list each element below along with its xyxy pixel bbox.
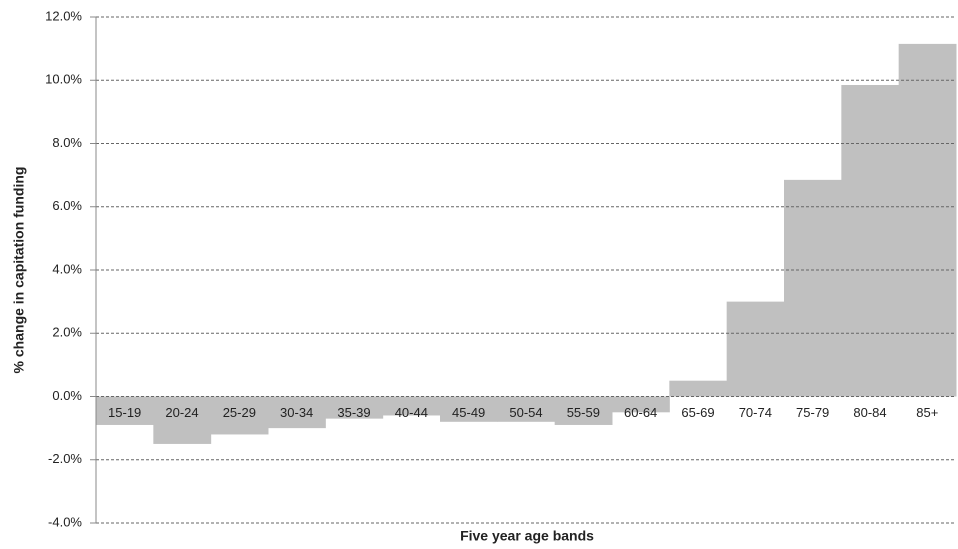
- x-tick-label: 35-39: [337, 405, 370, 420]
- bar: [554, 396, 613, 425]
- y-tick-label: -4.0%: [48, 514, 82, 529]
- y-tick-label: 12.0%: [45, 8, 82, 23]
- x-tick-label: 65-69: [681, 405, 714, 420]
- bar: [841, 84, 900, 397]
- bar: [726, 301, 785, 397]
- x-tick-label: 45-49: [452, 405, 485, 420]
- x-tick-label: 15-19: [108, 405, 141, 420]
- bar: [898, 43, 957, 397]
- bar: [325, 396, 384, 419]
- x-axis-title: Five year age bands: [460, 528, 594, 544]
- y-tick-label: 6.0%: [52, 198, 82, 213]
- y-tick-label: 8.0%: [52, 135, 82, 150]
- x-tick-label: 80-84: [853, 405, 886, 420]
- x-tick-label: 55-59: [567, 405, 600, 420]
- y-tick-label: 4.0%: [52, 261, 82, 276]
- bars: [96, 43, 957, 444]
- x-tick-label: 70-74: [739, 405, 772, 420]
- grid: [90, 16, 956, 524]
- y-axis-title: % change in capitation funding: [11, 167, 27, 374]
- bar: [153, 396, 212, 444]
- x-tick-label: 50-54: [509, 405, 542, 420]
- bar: [440, 396, 498, 422]
- x-tick-label: 20-24: [165, 405, 198, 420]
- x-tick-label: 85+: [916, 405, 938, 420]
- bar: [497, 396, 556, 422]
- x-tick-label: 75-79: [796, 405, 829, 420]
- bar: [210, 396, 269, 435]
- y-tick-label: -2.0%: [48, 451, 82, 466]
- x-tick-label: 40-44: [395, 405, 428, 420]
- x-tick-label: 25-29: [223, 405, 256, 420]
- y-tick-label: 10.0%: [45, 72, 82, 87]
- bar: [268, 396, 326, 429]
- x-tick-label: 30-34: [280, 405, 313, 420]
- bar: [382, 396, 441, 416]
- y-tick-label: 0.0%: [52, 388, 82, 403]
- labels: -4.0% -2.0% 0.0% 2.0% 4.0% 6.0% 8.0% 10.0% 12.0%…: [45, 8, 938, 529]
- bar: [612, 396, 670, 413]
- bar: [784, 179, 842, 397]
- bar: [96, 396, 154, 425]
- bar: [669, 380, 728, 397]
- x-tick-label: 60-64: [624, 405, 657, 420]
- y-tick-label: 2.0%: [52, 325, 82, 340]
